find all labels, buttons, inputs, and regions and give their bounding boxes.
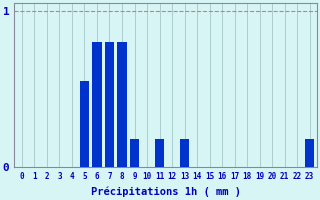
Bar xyxy=(117,42,127,167)
Bar xyxy=(155,139,164,167)
Bar xyxy=(92,42,102,167)
Bar xyxy=(130,139,139,167)
X-axis label: Précipitations 1h ( mm ): Précipitations 1h ( mm ) xyxy=(91,187,241,197)
Bar xyxy=(80,81,89,167)
Bar xyxy=(305,139,315,167)
Bar xyxy=(180,139,189,167)
Bar xyxy=(105,42,114,167)
